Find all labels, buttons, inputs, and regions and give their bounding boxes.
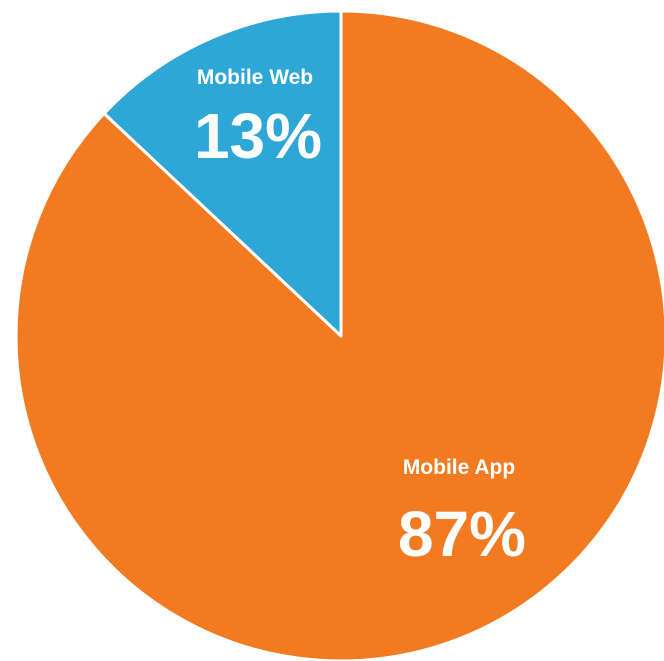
slice-percent-mobile-app: 87% bbox=[398, 498, 526, 570]
pie-slices bbox=[14, 9, 664, 661]
pie-slice-mobile-app bbox=[14, 9, 664, 661]
pie-slice-mobile-web bbox=[102, 9, 343, 338]
pie-labels: Mobile Web 13% Mobile App 87% bbox=[194, 66, 526, 570]
slice-label-mobile-app: Mobile App bbox=[403, 456, 515, 479]
slice-label-mobile-web: Mobile Web bbox=[197, 66, 313, 89]
slice-percent-mobile-web: 13% bbox=[194, 100, 322, 172]
